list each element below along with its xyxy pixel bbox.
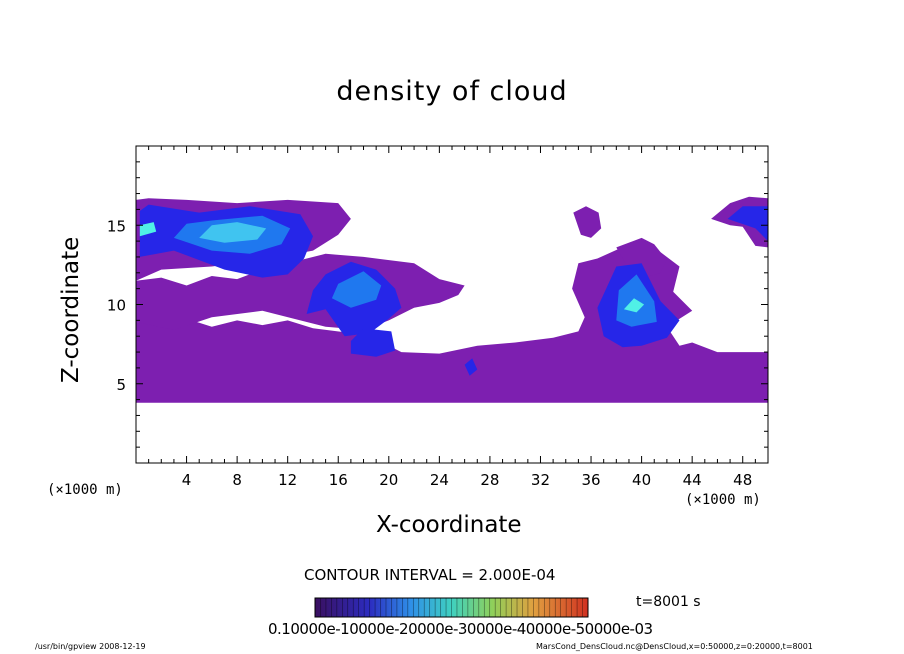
- x-tick-label: 48: [733, 471, 752, 489]
- density-level-3-small-patch: [464, 358, 478, 376]
- x-tick-label: 28: [480, 471, 499, 489]
- x-tick-label: 24: [430, 471, 449, 489]
- x-tick-label: 32: [531, 471, 550, 489]
- y-tick-label: 15: [107, 217, 126, 235]
- footer-right: MarsCond_DensCloud.nc@DensCloud,x=0:5000…: [536, 642, 813, 651]
- x-unit-right: (×1000 m): [685, 492, 761, 508]
- density-level-6-left-edge: [139, 222, 157, 237]
- x-tick-label: 12: [278, 471, 297, 489]
- x-tick-label: 8: [232, 471, 242, 489]
- y-tick-label: 5: [116, 376, 126, 394]
- density-level-1-small-patch: [573, 206, 602, 238]
- x-tick-label: 4: [182, 471, 192, 489]
- y-axis-label: Z-coordinate: [58, 236, 84, 383]
- x-tick-label: 36: [581, 471, 600, 489]
- density-level-3-upper-right: [727, 206, 768, 242]
- density-level-5-upper-left: [199, 222, 267, 243]
- time-label: t=8001 s: [636, 594, 701, 610]
- colorbar-labels: 0.10000e-10000e-20000e-30000e-40000e-500…: [268, 620, 653, 638]
- x-tick-label: 20: [379, 471, 398, 489]
- y-tick-label: 10: [107, 297, 126, 315]
- colorbar: [314, 597, 589, 618]
- density-level-3-center-low: [350, 328, 396, 357]
- x-tick-label: 44: [683, 471, 702, 489]
- cloud-density-field: [136, 196, 768, 403]
- contour-interval: CONTOUR INTERVAL = 2.000E-04: [304, 566, 556, 584]
- density-level-6-right-core: [623, 298, 645, 313]
- x-axis-label: X-coordinate: [376, 512, 522, 538]
- x-tick-label: 40: [632, 471, 651, 489]
- density-level-1-right-top: [616, 237, 667, 281]
- x-tick-label: 16: [329, 471, 348, 489]
- x-unit-left: (×1000 m): [47, 482, 123, 498]
- density-level-4-center: [331, 271, 382, 308]
- chart-title: density of cloud: [336, 76, 568, 107]
- footer-left: /usr/bin/gpview 2008-12-19: [35, 642, 146, 651]
